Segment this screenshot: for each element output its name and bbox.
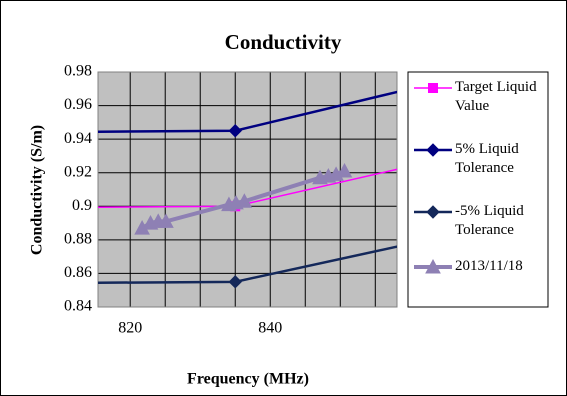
marker xyxy=(426,143,440,157)
marker xyxy=(428,83,438,93)
x-tick-label: 840 xyxy=(258,320,282,337)
plot-series xyxy=(98,90,397,289)
legend-label: -5% Liquid Tolerance xyxy=(455,203,524,238)
y-tick-label: 0.92 xyxy=(64,163,92,180)
marker xyxy=(228,124,242,138)
plot-border xyxy=(97,71,398,308)
marker xyxy=(336,162,353,178)
marker xyxy=(228,275,242,289)
legend-label: 5% Liquid Tolerance xyxy=(455,141,519,176)
x-axis-label: Frequency (MHz) xyxy=(187,371,309,388)
y-tick-label: 0.84 xyxy=(64,298,92,315)
y-tick-label: 0.86 xyxy=(64,264,92,281)
y-tick-label: 0.98 xyxy=(64,63,92,80)
y-tick-label: 0.88 xyxy=(64,231,92,248)
y-tick-label: 0.94 xyxy=(64,130,92,147)
y-tick-label: 0.96 xyxy=(64,96,92,113)
plot-area xyxy=(98,72,397,307)
marker xyxy=(426,205,440,219)
legend-label: 2013/11/18 xyxy=(455,258,523,274)
chart-title: Conductivity xyxy=(225,30,342,54)
y-axis-label: Conductivity (S/m) xyxy=(29,125,46,255)
marker xyxy=(236,193,253,208)
y-tick-label: 0.9 xyxy=(72,197,92,214)
marker xyxy=(425,258,441,274)
legend-label: Target Liquid Value xyxy=(455,79,537,114)
x-tick-label: 820 xyxy=(118,320,142,337)
marker xyxy=(158,213,174,228)
